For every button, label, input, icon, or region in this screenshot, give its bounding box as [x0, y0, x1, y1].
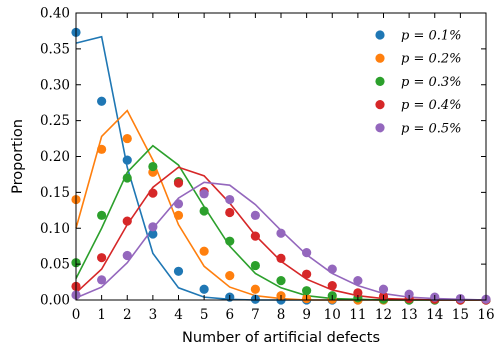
- series-3-point: [148, 161, 158, 172]
- series-4-point: [225, 207, 235, 218]
- x-tick-label: 15: [452, 307, 469, 323]
- series-1-point: [199, 284, 209, 294]
- series-5-point: [122, 250, 132, 261]
- series-3-point: [302, 286, 312, 296]
- series-3-point: [276, 276, 286, 286]
- series-4-point: [97, 253, 107, 263]
- x-tick-label: 12: [375, 307, 392, 323]
- x-tick-label: 10: [324, 307, 341, 323]
- y-tick-label: 0.20: [40, 149, 70, 165]
- legend-label-4: p = 0.4%: [401, 98, 462, 113]
- y-tick-label: 0.25: [40, 113, 70, 129]
- legend: p = 0.1% p = 0.2% p = 0.3% p = 0.4% p = 0.5%: [375, 29, 462, 136]
- series-line-2: [75, 109, 486, 301]
- series-5-point: [276, 228, 286, 238]
- series-5-point: [327, 264, 337, 274]
- y-tick-label: 0.05: [40, 257, 70, 273]
- series-3-point: [250, 260, 260, 271]
- series-3-point: [122, 173, 132, 183]
- y-tick-label: 0.40: [40, 6, 70, 22]
- legend-marker-2: [375, 53, 385, 63]
- series-4-point: [327, 281, 337, 291]
- x-tick-label: 3: [149, 307, 158, 323]
- series-5-point: [148, 222, 158, 232]
- legend-marker-1: [375, 30, 385, 40]
- x-tick-label: 7: [251, 307, 260, 323]
- series-4-point: [353, 288, 363, 298]
- series-2-point: [97, 144, 107, 154]
- x-tick-label: 0: [72, 307, 81, 323]
- axes: 0 1 2 3 4 5 6 7 8 9 10 11 12 13 14 15 160.000.050.100.15…: [40, 6, 495, 324]
- series-3-point: [97, 210, 107, 220]
- series-1-point: [97, 96, 107, 106]
- y-axis-title: Proportion: [10, 119, 26, 194]
- x-tick-label: 16: [477, 307, 494, 323]
- x-tick-label: 11: [349, 307, 366, 323]
- series-4-point: [122, 216, 132, 226]
- series-5-point: [97, 275, 107, 285]
- series-5-point: [404, 289, 414, 299]
- legend-label-5: p = 0.5%: [401, 121, 462, 136]
- x-tick-label: 4: [174, 307, 183, 323]
- x-tick-label: 2: [123, 307, 132, 323]
- legend-label-3: p = 0.3%: [401, 75, 462, 90]
- y-tick-label: 0.30: [40, 77, 70, 93]
- x-tick-label: 13: [401, 307, 418, 323]
- x-tick-label: 1: [97, 307, 106, 323]
- series-3-point: [199, 206, 209, 216]
- x-tick-label: 6: [225, 307, 234, 323]
- x-tick-label: 5: [200, 307, 209, 323]
- series-4-point: [250, 231, 260, 241]
- y-tick-label: 0.35: [40, 41, 70, 57]
- series-4-point: [173, 178, 184, 188]
- series-2-point: [225, 271, 235, 281]
- series-2-point: [173, 210, 184, 220]
- series-5-point: [378, 284, 389, 294]
- series-1-point: [122, 155, 132, 165]
- x-tick-label: 8: [277, 307, 286, 323]
- series-2-point: [122, 133, 132, 144]
- series-5-point: [225, 194, 235, 205]
- series-4-point: [148, 188, 158, 198]
- plot-area: [71, 27, 491, 305]
- x-tick-label: 9: [302, 307, 311, 323]
- series-5-point: [353, 276, 363, 286]
- series-5-point: [199, 189, 209, 199]
- legend-label-1: p = 0.1%: [401, 29, 462, 44]
- series-5-point: [173, 199, 184, 209]
- legend-label-2: p = 0.2%: [401, 52, 462, 67]
- legend-marker-3: [375, 76, 385, 86]
- x-axis-title: Number of artificial defects: [182, 330, 380, 346]
- x-tick-label: 14: [426, 307, 443, 323]
- y-tick-label: 0.10: [40, 221, 70, 237]
- legend-marker-4: [375, 100, 385, 110]
- series-1-point: [173, 266, 184, 276]
- y-tick-label: 0.15: [40, 185, 70, 201]
- series-5-point: [250, 210, 260, 220]
- y-tick-label: 0.00: [40, 293, 70, 309]
- series-4-point: [276, 253, 286, 263]
- series-4-point: [302, 269, 312, 279]
- series-2-point: [199, 246, 209, 256]
- series-5-point: [302, 248, 312, 258]
- series-2-point: [250, 284, 260, 294]
- series-3-point: [225, 236, 235, 246]
- legend-marker-5: [375, 123, 385, 133]
- series-1-point: [148, 229, 158, 239]
